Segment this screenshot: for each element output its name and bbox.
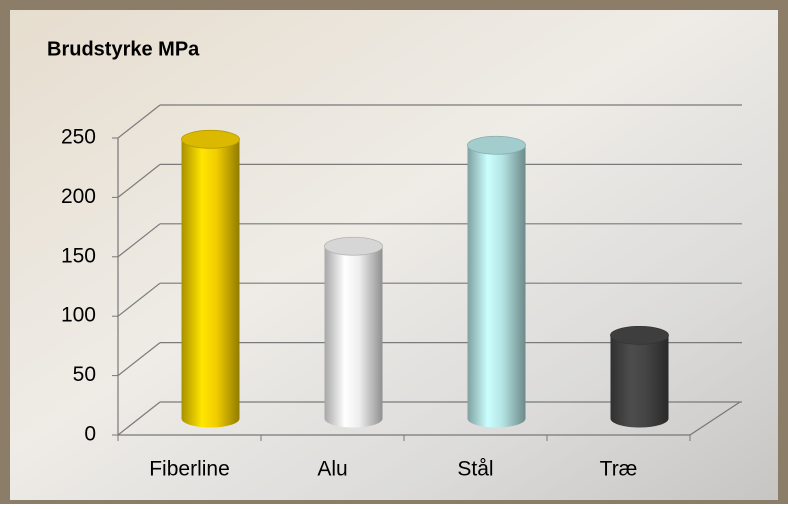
x-tick-label: Fiberline bbox=[149, 458, 230, 481]
chart-title: Brudstyrke MPa bbox=[47, 38, 200, 60]
page: {"chart_data": {"type": "bar", "title": … bbox=[0, 0, 788, 509]
bar-top bbox=[182, 130, 240, 148]
bar-top bbox=[611, 326, 669, 344]
y-tick-label: 100 bbox=[61, 304, 96, 327]
chart: Brudstyrke MPa 0 50 100 150 200 250 Fiberline A… bbox=[0, 0, 788, 504]
bar-top bbox=[325, 237, 383, 255]
y-tick-label: 250 bbox=[61, 126, 96, 149]
bar bbox=[468, 145, 526, 418]
y-tick-label: 200 bbox=[61, 185, 96, 208]
bar bbox=[182, 139, 240, 418]
x-tick-label: Alu bbox=[317, 458, 347, 481]
y-tick-label: 0 bbox=[84, 423, 96, 446]
y-tick-label: 50 bbox=[73, 363, 96, 386]
bar bbox=[325, 246, 383, 418]
y-tick-label: 150 bbox=[61, 244, 96, 267]
x-tick-label: Træ bbox=[600, 458, 638, 481]
bar bbox=[611, 335, 669, 418]
chart-panel bbox=[10, 10, 778, 500]
bar-top bbox=[468, 136, 526, 154]
x-tick-label: Stål bbox=[457, 458, 493, 481]
